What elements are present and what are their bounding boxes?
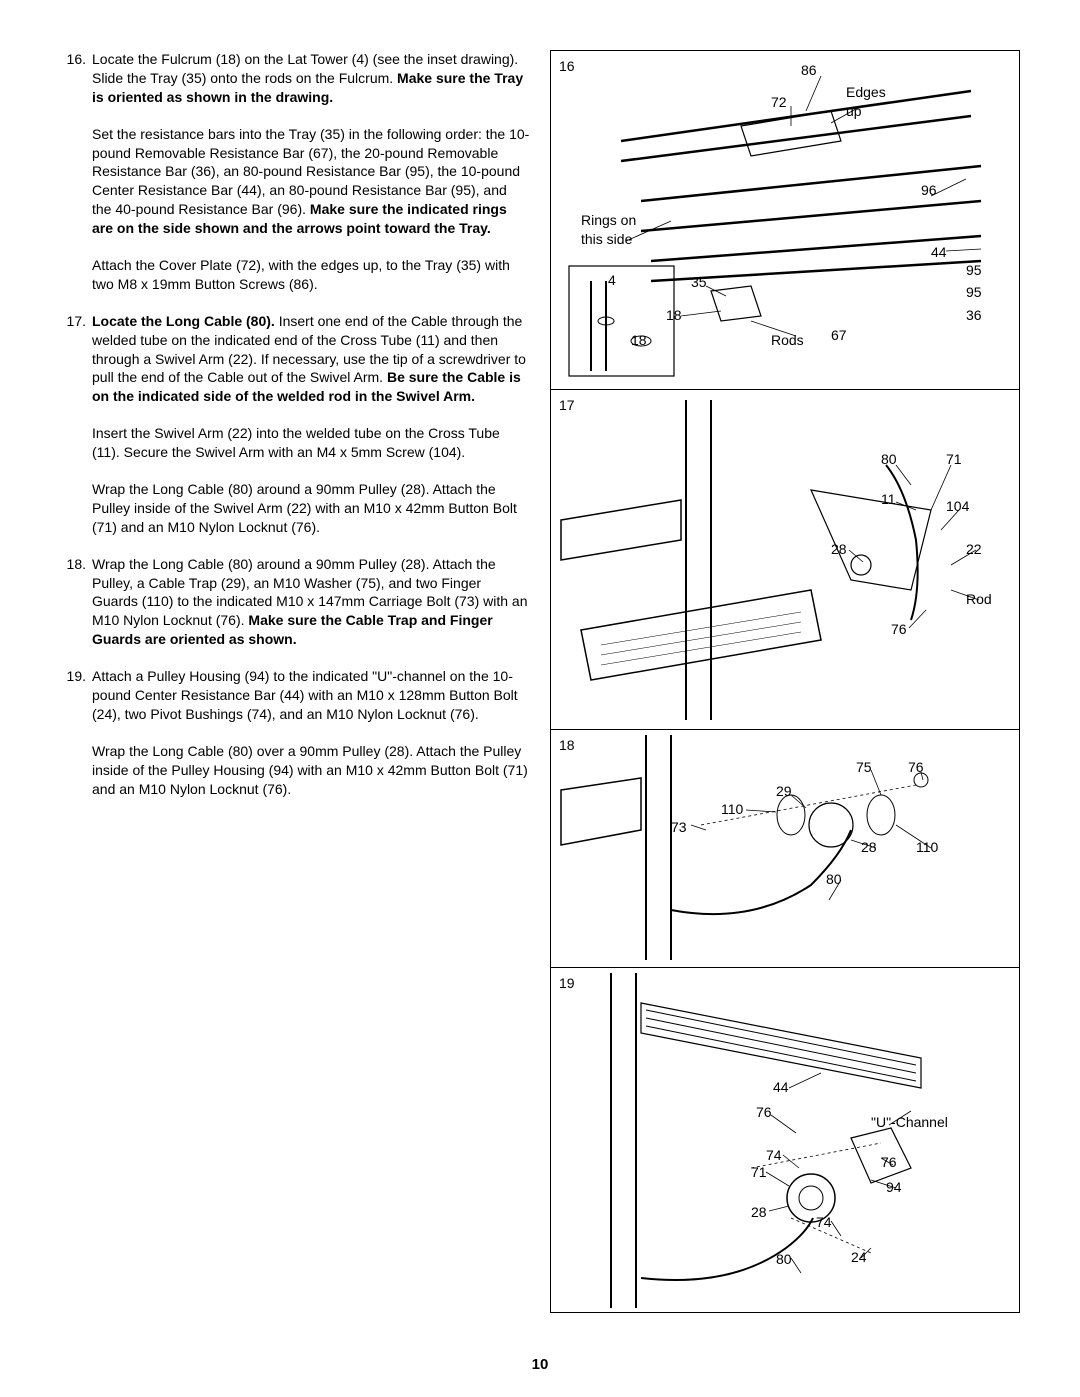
page-container: 16.Locate the Fulcrum (18) on the Lat To… — [60, 50, 1020, 1313]
text: Wrap the Long Cable (80) around a 90mm P… — [92, 481, 517, 535]
paragraph: Wrap the Long Cable (80) around a 90mm P… — [92, 555, 530, 649]
callout-label: 110 — [721, 800, 743, 819]
callout-label: 71 — [946, 450, 962, 469]
callout-label: 67 — [831, 326, 847, 345]
callout-label: 95 — [966, 283, 982, 302]
paragraph: Insert the Swivel Arm (22) into the weld… — [92, 424, 530, 462]
paragraph: Wrap the Long Cable (80) over a 90mm Pul… — [92, 742, 530, 799]
callout-label: Rods — [771, 331, 804, 350]
bold-text: Locate the Long Cable (80). — [92, 313, 275, 329]
callout-label: 18 — [631, 331, 647, 350]
callout-label: 80 — [776, 1250, 792, 1269]
callout-label: 86 — [801, 61, 817, 80]
callout-label: 76 — [908, 758, 924, 777]
diagram-16: 16 — [550, 50, 1020, 390]
callout-label: 28 — [831, 540, 847, 559]
paragraph: Attach the Cover Plate (72), with the ed… — [92, 256, 530, 294]
text: Insert the Swivel Arm (22) into the weld… — [92, 425, 500, 460]
step-body: Locate the Fulcrum (18) on the Lat Tower… — [92, 50, 530, 294]
callout-label: 96 — [921, 181, 937, 200]
callout-label: 76 — [756, 1103, 772, 1122]
callout-label: 94 — [886, 1178, 902, 1197]
callout-label: 74 — [816, 1213, 832, 1232]
callout-label: 76 — [881, 1153, 897, 1172]
callout-label: 28 — [751, 1203, 767, 1222]
instruction-step: 19.Attach a Pulley Housing (94) to the i… — [60, 667, 530, 798]
diagram-19: 19 — [550, 968, 1020, 1313]
callout-label: Edges up — [846, 83, 886, 121]
diagram-18-sketch — [551, 730, 1021, 968]
instruction-step: 17.Locate the Long Cable (80). Insert on… — [60, 312, 530, 537]
step-number: 18. — [60, 555, 92, 649]
step-number: 16. — [60, 50, 92, 294]
text: Wrap the Long Cable (80) over a 90mm Pul… — [92, 743, 528, 797]
callout-label: Rings on this side — [581, 211, 636, 249]
callout-label: 110 — [916, 838, 938, 857]
text: Attach the Cover Plate (72), with the ed… — [92, 257, 510, 292]
callout-label: 22 — [966, 540, 982, 559]
callout-label: 44 — [773, 1078, 789, 1097]
callout-label: 95 — [966, 261, 982, 280]
callout-label: 28 — [861, 838, 877, 857]
callout-label: 35 — [691, 273, 707, 292]
callout-label: 73 — [671, 818, 687, 837]
callout-label: 11 — [881, 490, 896, 509]
step-number: 17. — [60, 312, 92, 537]
callout-label: 74 — [766, 1146, 782, 1165]
callout-label: 24 — [851, 1248, 867, 1267]
callout-label: 72 — [771, 93, 787, 112]
diagram-18: 18 — [550, 730, 1020, 968]
callout-label: 76 — [891, 620, 907, 639]
text: Attach a Pulley Housing (94) to the indi… — [92, 668, 518, 722]
step-body: Locate the Long Cable (80). Insert one e… — [92, 312, 530, 537]
callout-label: "U"-Channel — [871, 1113, 948, 1132]
callout-label: 71 — [751, 1163, 767, 1182]
callout-label: Rod — [966, 590, 992, 609]
paragraph: Attach a Pulley Housing (94) to the indi… — [92, 667, 530, 724]
text-column: 16.Locate the Fulcrum (18) on the Lat To… — [60, 50, 530, 1313]
step-body: Attach a Pulley Housing (94) to the indi… — [92, 667, 530, 798]
callout-label: 104 — [946, 497, 969, 516]
callout-label: 4 — [608, 271, 616, 290]
diagram-17: 17 — [550, 390, 1020, 730]
step-number: 19. — [60, 667, 92, 798]
callout-label: 18 — [666, 306, 682, 325]
callout-label: 80 — [881, 450, 897, 469]
instruction-step: 18.Wrap the Long Cable (80) around a 90m… — [60, 555, 530, 649]
paragraph: Set the resistance bars into the Tray (3… — [92, 125, 530, 238]
callout-label: 75 — [856, 758, 872, 777]
paragraph: Wrap the Long Cable (80) around a 90mm P… — [92, 480, 530, 537]
instruction-step: 16.Locate the Fulcrum (18) on the Lat To… — [60, 50, 530, 294]
callout-label: 29 — [776, 782, 792, 801]
diagram-17-sketch — [551, 390, 1021, 730]
step-body: Wrap the Long Cable (80) around a 90mm P… — [92, 555, 530, 649]
callout-label: 36 — [966, 306, 982, 325]
callout-label: 80 — [826, 870, 842, 889]
paragraph: Locate the Long Cable (80). Insert one e… — [92, 312, 530, 406]
page-number: 10 — [0, 1355, 1080, 1375]
callout-label: 44 — [931, 243, 947, 262]
diagram-column: 16 — [550, 50, 1020, 1313]
paragraph: Locate the Fulcrum (18) on the Lat Tower… — [92, 50, 530, 107]
